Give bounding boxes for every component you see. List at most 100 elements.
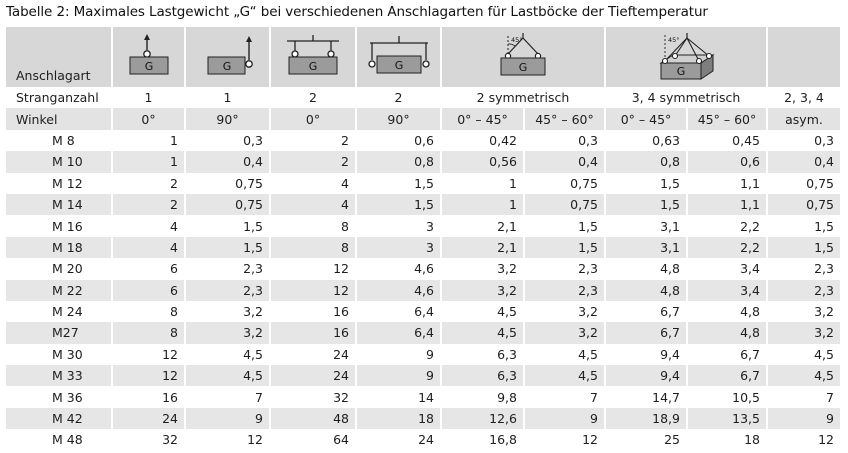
table-row: M 16 4 1,5 8 3 2,1 1,5 3,1 2,2 1,5 [6,215,840,237]
three-four-leg-sling-icon: G 45° [604,27,767,87]
load-value-cell: 2,1 [440,236,524,259]
icon-g-glyph: G [222,60,231,73]
load-value-cell: 6 [111,258,185,280]
icon-g-glyph: G [677,65,686,78]
load-value-cell: 4 [111,236,185,259]
load-value-cell: 3 [355,215,441,237]
winkel-row: Winkel 0° 90° 0° 90° 0° – 45° 45° – 60° … [6,108,840,130]
table-row: M 20 6 2,3 12 4,6 3,2 2,3 4,8 3,4 2,3 [6,258,840,280]
load-value-cell: 32 [269,386,356,408]
angle-cell: asym. [766,108,840,130]
load-value-cell: 2 [269,151,356,173]
load-value-cell: 0,4 [523,151,605,173]
load-value-cell: 2,2 [686,236,767,259]
load-value-cell: 4,5 [766,343,840,366]
thread-size-cell: M 10 [6,151,112,173]
load-value-cell: 3,4 [686,279,767,301]
table-row: M 12 2 0,75 4 1,5 1 0,75 1,5 1,1 0,75 [6,172,840,194]
load-value-cell: 6,7 [686,343,767,366]
load-value-cell: 4,6 [355,279,441,301]
load-value-cell: 8 [111,300,185,323]
load-value-cell: 12 [269,279,356,301]
load-value-cell: 24 [355,429,441,451]
table-row: M 24 8 3,2 16 6,4 4,5 3,2 6,7 4,8 3,2 [6,300,840,323]
icon-g-glyph: G [309,60,318,73]
table-row: M 42 24 9 48 18 12,6 9 18,9 13,5 9 [6,407,840,430]
load-value-cell: 4,6 [355,258,441,280]
angle-cell: 45° – 60° [686,108,767,130]
load-value-cell: 4,8 [686,322,767,344]
load-value-cell: 12 [766,429,840,451]
angle-label: 45° [668,36,680,44]
two-leg-sling-icon: 45° G [440,27,605,87]
load-value-cell: 4,5 [184,365,270,387]
load-value-cell: 3,1 [604,236,687,259]
load-value-cell: 2,2 [686,215,767,237]
thread-size-cell: M 36 [6,386,112,408]
load-value-cell: 9,4 [604,365,687,387]
load-value-cell: 4,5 [523,365,605,387]
load-value-cell: 4,8 [604,279,687,301]
load-value-cell: 6,3 [440,343,524,366]
load-value-cell: 2 [111,172,185,194]
load-value-cell: 0,75 [184,193,270,216]
load-value-cell: 1,5 [355,193,441,216]
load-value-cell: 0,45 [686,129,767,152]
load-value-cell: 14 [355,386,441,408]
load-value-cell: 10,5 [686,386,767,408]
load-value-cell: 3,1 [604,215,687,237]
table-row: M 18 4 1,5 8 3 2,1 1,5 3,1 2,2 1,5 [6,236,840,259]
angle-cell: 45° – 60° [523,108,605,130]
load-value-cell: 2,3 [184,279,270,301]
load-value-cell: 1,5 [184,236,270,259]
load-value-cell: 18 [686,429,767,451]
load-value-cell: 0,3 [184,129,270,152]
load-value-cell: 32 [111,429,185,451]
load-value-cell: 0,75 [523,193,605,216]
load-capacity-table: Anschlagart G [6,27,840,451]
load-value-cell: 4,8 [604,258,687,280]
angle-label: 45° [511,36,523,44]
strand-count-cell: 2 [269,87,356,109]
load-value-cell: 0,75 [523,172,605,194]
load-value-cell: 1,5 [604,172,687,194]
load-value-cell: 4 [111,215,185,237]
load-value-cell: 0,75 [184,172,270,194]
load-value-cell: 1,5 [604,193,687,216]
load-value-cell: 1,1 [686,172,767,194]
load-value-cell: 9 [184,407,270,430]
table-row: M 36 16 7 32 14 9,8 7 14,7 10,5 7 [6,386,840,408]
load-value-cell: 12,6 [440,407,524,430]
load-value-cell: 12 [111,343,185,366]
load-value-cell: 12 [184,429,270,451]
load-value-cell: 6,4 [355,300,441,323]
load-value-cell: 0,75 [766,172,840,194]
load-value-cell: 7 [766,386,840,408]
load-value-cell: 3,2 [523,322,605,344]
load-value-cell: 1,5 [766,236,840,259]
load-value-cell: 1,5 [184,215,270,237]
load-value-cell: 4,5 [766,365,840,387]
load-value-cell: 6,4 [355,322,441,344]
load-value-cell: 3,2 [184,322,270,344]
load-value-cell: 8 [269,215,356,237]
load-value-cell: 16 [269,300,356,323]
load-value-cell: 7 [523,386,605,408]
load-value-cell: 8 [111,322,185,344]
load-value-cell: 0,56 [440,151,524,173]
thread-size-cell: M 18 [6,236,112,259]
load-value-cell: 9 [766,407,840,430]
icon-g-glyph: G [519,61,528,74]
single-vertical-lift-icon: G [111,27,185,87]
table-row: M 8 1 0,3 2 0,6 0,42 0,3 0,63 0,45 0,3 [6,129,840,152]
thread-size-cell: M 30 [6,343,112,366]
load-value-cell: 3 [355,236,441,259]
load-value-cell: 0,8 [604,151,687,173]
load-value-cell: 0,42 [440,129,524,152]
asymmetric-sling-column-header [766,27,840,87]
load-value-cell: 0,75 [766,193,840,216]
anschlagart-label: Anschlagart [6,27,112,87]
load-value-cell: 4,5 [440,300,524,323]
load-value-cell: 7 [184,386,270,408]
stranganzahl-row: Stranganzahl 1 1 2 2 2 symmetrisch 3, 4 … [6,87,840,109]
